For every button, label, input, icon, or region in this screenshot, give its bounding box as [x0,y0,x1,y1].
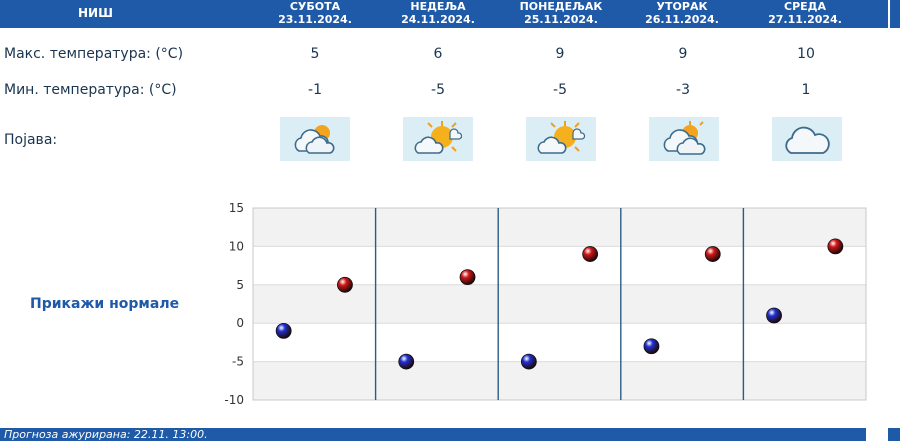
day-name: СУБОТА [289,0,341,13]
plot-border [252,207,867,401]
day-header-5: СРЕДА 27.11.2024. [763,0,847,28]
data-point [827,238,844,255]
min-temp-day-5: 1 [801,82,811,98]
min-temp-day-1: -1 [308,82,322,98]
cloud-icon [772,117,842,161]
data-point [459,269,476,286]
max-temp-day-4: 9 [678,46,688,62]
day-date: 26.11.2024. [645,13,719,26]
day-date: 24.11.2024. [401,13,475,26]
footer-bar: Прогноза ажурирана: 22.11. 13:00. [0,428,866,441]
sun-behind-cloud-icon [526,117,596,161]
day-name: НЕДЕЉА [410,0,466,13]
y-tick-label: 5 [236,278,244,292]
data-point [275,322,292,339]
phenomenon-label: Појава: [4,132,58,148]
header-edge [890,0,900,28]
forecast-header: НИШ СУБОТА 23.11.2024. НЕДЕЉА 24.11.2024… [0,0,888,28]
max-temp-day-1: 5 [310,46,320,62]
partly-cloudy-icon [649,117,719,161]
footer-edge [888,428,900,441]
show-normals-link[interactable]: Прикажи нормале [30,296,180,312]
day-date: 27.11.2024. [768,13,842,26]
sun-behind-cloud-icon [403,117,473,161]
data-point [704,246,721,262]
data-point [520,353,537,370]
day-header-2: НЕДЕЉА 24.11.2024. [396,0,480,28]
city-name: НИШ [78,6,113,20]
day-name: УТОРАК [656,0,708,13]
day-name: СРЕДА [784,0,826,13]
day-header-3: ПОНЕДЕЉАК 25.11.2024. [516,0,606,28]
y-tick-label: 15 [229,201,244,215]
max-temp-day-5: 10 [797,46,815,62]
day-date: 23.11.2024. [278,13,352,26]
grid-band [253,284,866,324]
max-temp-label: Макс. температура: (°C) [4,46,184,62]
y-tick-label: 0 [236,316,244,330]
grid-band [253,208,866,247]
max-temp-day-2: 6 [433,46,443,62]
day-header-4: УТОРАК 26.11.2024. [640,0,724,28]
day-name: ПОНЕДЕЉАК [519,0,603,13]
partly-cloudy-icon [280,117,350,161]
min-temp-label: Мин. температура: (°C) [4,82,177,98]
day-date: 25.11.2024. [524,13,598,26]
grid-band [253,361,866,400]
min-temp-day-3: -5 [553,82,567,98]
y-tick-label: -5 [232,355,244,369]
data-point [643,338,660,355]
min-temp-day-2: -5 [431,82,445,98]
data-point [582,246,599,262]
max-temp-day-3: 9 [555,46,565,62]
day-header-1: СУБОТА 23.11.2024. [275,0,355,28]
forecast-updated-text: Прогноза ажурирана: 22.11. 13:00. [4,428,208,441]
data-point [398,353,415,370]
data-point [337,276,353,293]
data-point [766,307,782,324]
y-tick-label: -10 [224,393,244,407]
min-temp-day-4: -3 [676,82,690,98]
y-tick-label: 10 [229,239,244,253]
